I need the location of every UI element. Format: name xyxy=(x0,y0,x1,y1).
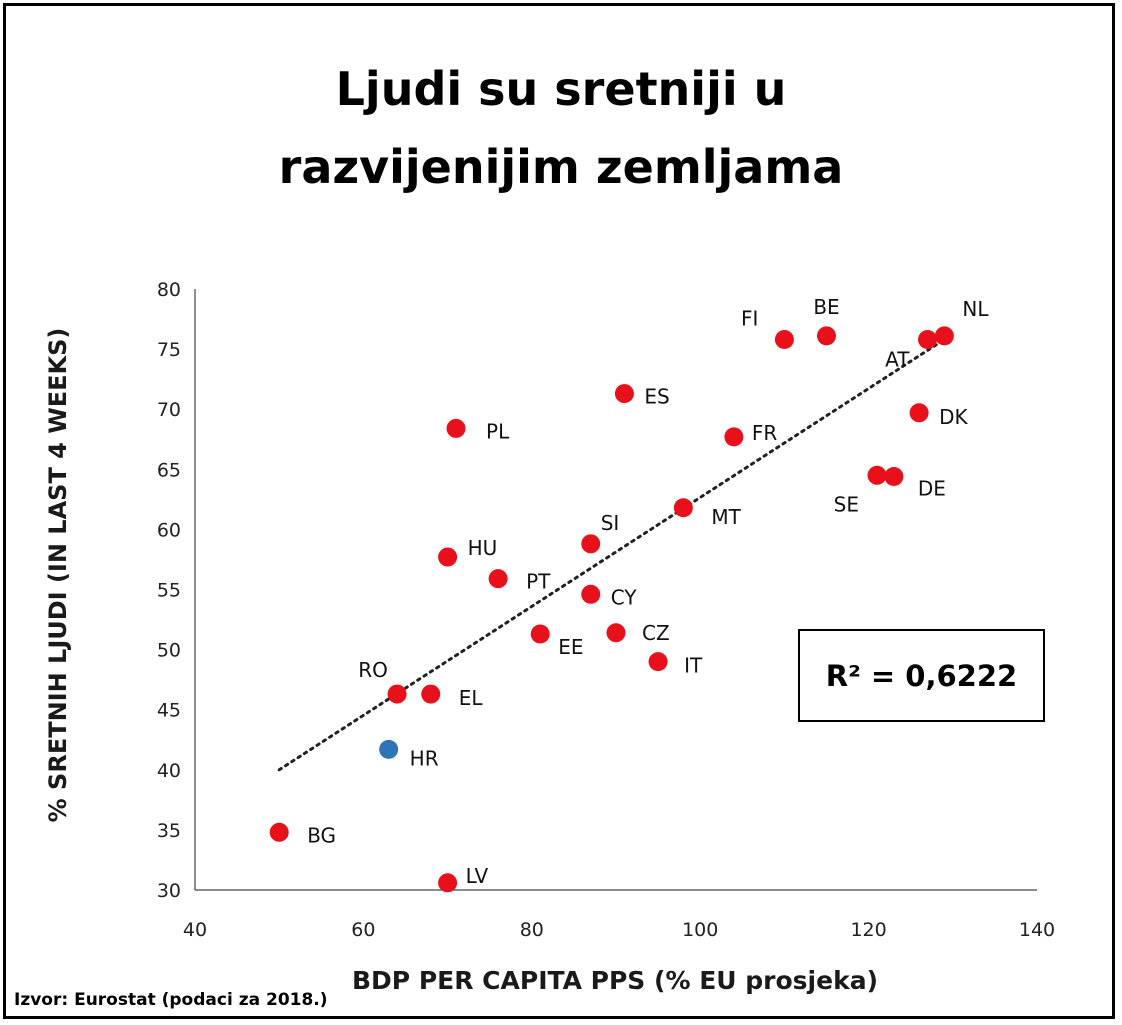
x-tick-label: 40 xyxy=(183,919,207,941)
point-label-fi: FI xyxy=(741,306,758,330)
point-label-fr: FR xyxy=(752,421,778,445)
point-be xyxy=(817,326,836,346)
point-label-si: SI xyxy=(601,511,620,535)
point-label-bg: BG xyxy=(307,823,336,847)
y-tick-label: 50 xyxy=(157,640,181,662)
point-ee xyxy=(530,624,550,644)
point-labels-group: FI BE NL AT ES DK PL FR SE DE MT SI HU PT CY EE CZ IT RO EL… xyxy=(307,295,989,888)
chart-title-line-1: Ljudi su sretniji u xyxy=(335,62,787,116)
x-tick-label: 80 xyxy=(520,919,544,941)
x-tick-label: 120 xyxy=(850,919,886,941)
point-label-se: SE xyxy=(834,492,859,516)
y-tick-label: 65 xyxy=(157,459,181,481)
x-tick-label: 100 xyxy=(682,919,718,941)
point-label-it: IT xyxy=(684,654,703,678)
y-tick-label: 35 xyxy=(157,820,181,842)
point-hr xyxy=(379,739,399,759)
point-mt xyxy=(673,498,693,518)
y-axis-label: % SRETNIH LJUDI (IN LAST 4 WEEKS) xyxy=(44,327,72,823)
point-pl xyxy=(446,418,466,438)
point-label-dk: DK xyxy=(939,405,968,429)
point-it xyxy=(648,652,668,672)
trendline xyxy=(277,337,946,772)
point-cy xyxy=(581,584,601,604)
point-es xyxy=(614,384,634,404)
x-tick-label: 140 xyxy=(1019,919,1055,941)
point-label-ro: RO xyxy=(358,658,388,682)
axes: 30 35 40 45 50 55 60 65 70 75 80 40 60 80 100 120 140 xyxy=(157,279,1055,941)
y-tick-label: 40 xyxy=(157,760,181,782)
y-tick-label: 55 xyxy=(157,580,181,602)
point-dk xyxy=(909,403,929,423)
y-tick-label: 75 xyxy=(157,339,181,361)
point-label-cz: CZ xyxy=(642,621,670,645)
point-label-pl: PL xyxy=(486,419,510,443)
point-nl xyxy=(934,326,954,346)
point-label-hr: HR xyxy=(410,746,439,770)
point-label-at: AT xyxy=(885,347,910,371)
point-label-cy: CY xyxy=(611,585,638,609)
point-el xyxy=(421,684,441,704)
r-squared-box: R² = 0,6222 xyxy=(798,629,1045,722)
point-fr xyxy=(724,427,744,447)
point-label-be: BE xyxy=(813,295,839,319)
point-de xyxy=(884,467,904,487)
point-label-pt: PT xyxy=(526,570,551,594)
point-label-lv: LV xyxy=(466,864,489,888)
point-bg xyxy=(269,822,289,842)
x-axis-label: BDP PER CAPITA PPS (% EU prosjeka) xyxy=(351,966,879,995)
r-squared-label: R² = 0,6222 xyxy=(825,658,1018,693)
y-tick-label: 80 xyxy=(157,279,181,301)
chart-frame xyxy=(3,3,1115,1019)
point-label-el: EL xyxy=(459,686,484,710)
point-pt xyxy=(488,569,508,589)
point-label-ee: EE xyxy=(558,635,583,659)
chart-title-line-2: razvijenijim zemljama xyxy=(278,140,844,194)
point-hu xyxy=(438,547,458,567)
point-label-nl: NL xyxy=(962,297,989,321)
point-label-de: DE xyxy=(918,477,946,501)
point-at xyxy=(918,329,938,349)
point-si xyxy=(581,534,601,554)
y-tick-label: 60 xyxy=(157,519,181,541)
point-label-hu: HU xyxy=(468,536,498,560)
trendline-group xyxy=(277,337,946,772)
x-tick-label: 60 xyxy=(351,919,375,941)
points-group xyxy=(269,326,954,893)
point-label-es: ES xyxy=(644,385,669,409)
point-cz xyxy=(606,623,626,643)
y-tick-label: 30 xyxy=(157,880,181,902)
y-tick-label: 45 xyxy=(157,700,181,722)
point-lv xyxy=(438,873,458,893)
point-se xyxy=(867,465,887,485)
source-note: Izvor: Eurostat (podaci za 2018.) xyxy=(14,990,328,1010)
y-tick-label: 70 xyxy=(157,399,181,421)
point-fi xyxy=(774,329,794,349)
point-label-mt: MT xyxy=(711,505,741,529)
point-ro xyxy=(387,684,407,704)
